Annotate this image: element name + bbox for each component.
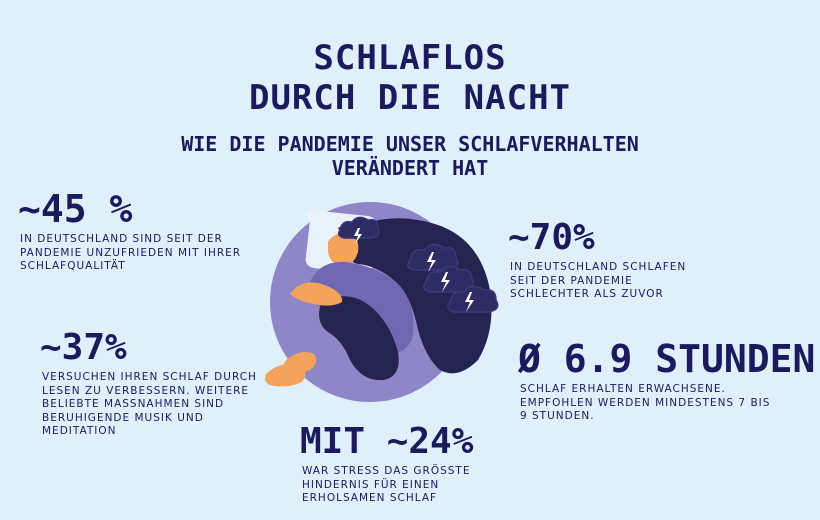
lightning-icons (354, 228, 474, 312)
legs (319, 296, 399, 381)
stat-hours-value: Ø 6.9 STUNDEN (518, 337, 816, 381)
title-line-1: SCHLAFLOS (313, 38, 507, 78)
stat-37-value: ~37% (40, 327, 127, 368)
stat-45-value: ~45 % (18, 187, 133, 231)
subtitle-line-2: VERÄNDERT HAT (331, 156, 489, 180)
lightning-icon (427, 252, 436, 272)
lightning-icon (441, 272, 450, 292)
arm (290, 282, 343, 306)
stat-24-description: WAR STRESS DAS GRÖSSTE HINDERNIS FÜR EIN… (302, 465, 471, 504)
storm-clouds (337, 216, 499, 313)
sleepless-person-illustration (265, 202, 499, 402)
stat-45-description: IN DEUTSCHLAND SIND SEIT DER PANDEMIE UN… (20, 233, 242, 272)
stat-70-value: ~70% (508, 217, 595, 258)
face (328, 233, 359, 266)
lightning-icon (465, 292, 474, 312)
stat-70-description: IN DEUTSCHLAND SCHLAFEN SEIT DER PANDEMI… (510, 261, 687, 300)
stat-24-value: MIT ~24% (300, 421, 474, 462)
subtitle-line-1: WIE DIE PANDEMIE UNSER SCHLAFVERHALTEN (181, 132, 639, 156)
stat-hours-description: SCHLAF ERHALTEN ERWACHSENE. EMPFOHLEN WE… (520, 383, 771, 422)
title-line-2: DURCH DIE NACHT (248, 78, 572, 118)
lightning-icon (354, 228, 362, 244)
foot-right (283, 352, 317, 374)
stat-37-description: VERSUCHEN IHREN SCHLAF DURCH LESEN ZU VE… (42, 371, 257, 437)
